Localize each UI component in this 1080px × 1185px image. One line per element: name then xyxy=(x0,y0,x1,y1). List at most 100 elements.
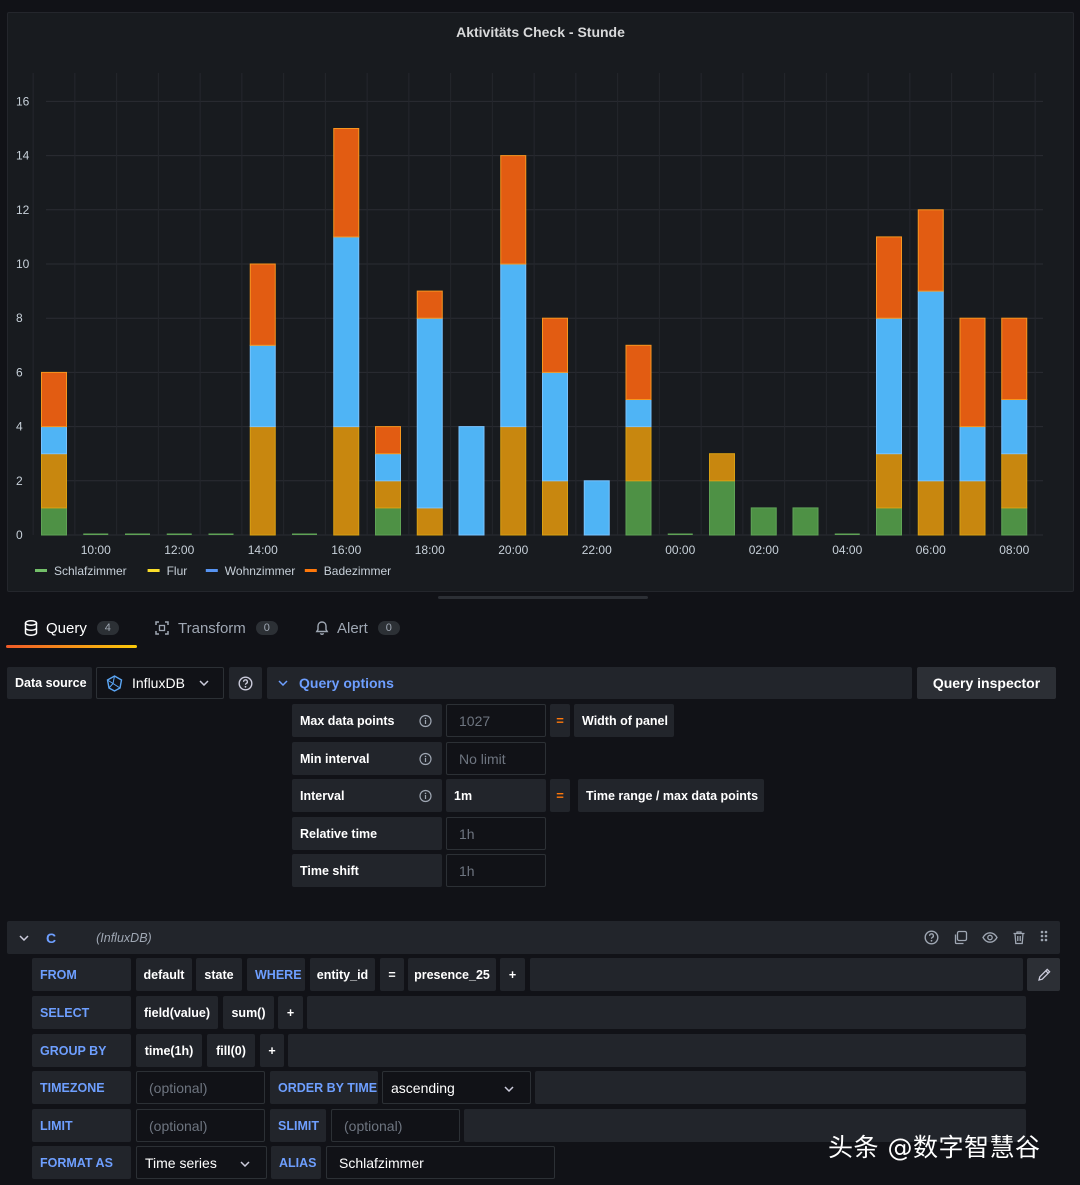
interval-text: Interval xyxy=(300,788,345,803)
bar-segment-wohnzimmer xyxy=(876,317,902,455)
y-tick-label: 10 xyxy=(16,257,30,271)
eye-icon[interactable] xyxy=(982,930,998,945)
format-as-select[interactable]: Time series xyxy=(136,1146,267,1179)
group-by-add-button[interactable]: + xyxy=(260,1034,284,1067)
legend-label: Badezimmer xyxy=(324,564,391,578)
watermark-text: 头条 @数字智慧谷 xyxy=(828,1133,1041,1162)
bar-segment-wohnzimmer xyxy=(249,344,276,428)
group-by-time-segment[interactable]: time(1h) xyxy=(136,1034,202,1067)
bar-segment-badezimmer xyxy=(625,344,652,400)
copy-icon[interactable] xyxy=(953,930,968,945)
bar-zero xyxy=(125,533,150,535)
query-inspector-button[interactable]: Query inspector xyxy=(917,667,1056,699)
bar-segment-schlafzimmer xyxy=(792,507,819,536)
relative-time-label: Relative time xyxy=(292,817,442,850)
group-by-row-filler xyxy=(288,1034,1026,1067)
datasource-picker[interactable]: InfluxDB xyxy=(96,667,224,699)
x-tick-label: 08:00 xyxy=(999,543,1029,557)
y-tick-label: 2 xyxy=(16,474,23,488)
query-options-toggle[interactable]: Query options xyxy=(267,667,912,699)
info-circle-icon[interactable] xyxy=(419,789,432,802)
query-ref-id[interactable]: C xyxy=(46,929,57,946)
alias-input[interactable]: Schlafzimmer xyxy=(326,1146,555,1179)
tab-alert[interactable]: Alert 0 xyxy=(315,606,400,650)
x-tick-label: 04:00 xyxy=(832,543,862,557)
bar-chart: 0 2 4 6 8 10 12 14 16 10:00 12:00 14:00 16:00 18:00 20… xyxy=(16,73,1043,578)
bar-segment-wohnzimmer xyxy=(375,453,401,482)
where-key-segment[interactable]: entity_id xyxy=(310,958,375,991)
bar-segment-flur xyxy=(375,480,401,509)
query-row-actions xyxy=(924,921,1048,954)
select-function-segment[interactable]: sum() xyxy=(223,996,274,1029)
bar-segment-flur xyxy=(416,507,443,536)
trash-icon[interactable] xyxy=(1012,930,1026,945)
bar-segment-wohnzimmer xyxy=(1001,399,1028,455)
tab-transform[interactable]: Transform 0 xyxy=(154,606,278,650)
interval-label: Interval xyxy=(292,779,442,812)
alias-keyword: ALIAS xyxy=(271,1146,321,1179)
x-tick-label: 10:00 xyxy=(81,543,111,557)
database-icon xyxy=(24,620,38,636)
x-tick-label: 00:00 xyxy=(665,543,695,557)
panel-resize-handle[interactable] xyxy=(438,596,648,599)
where-keyword: WHERE xyxy=(247,958,305,991)
bar-zero xyxy=(166,533,192,535)
influxdb-icon xyxy=(106,674,123,692)
from-measurement-segment[interactable]: state xyxy=(196,958,242,991)
pencil-icon xyxy=(1037,967,1051,981)
bar-zero xyxy=(208,533,234,535)
bar-segment-flur xyxy=(542,480,568,536)
min-interval-text: Min interval xyxy=(300,751,370,766)
legend-swatch xyxy=(304,569,317,572)
where-value-segment[interactable]: presence_25 xyxy=(408,958,496,991)
bar-segment-badezimmer xyxy=(917,209,944,292)
bar-segment-schlafzimmer xyxy=(375,507,401,536)
max-data-points-text: Max data points xyxy=(300,713,395,728)
max-data-points-hint: Width of panel xyxy=(574,704,674,737)
datasource-help-button[interactable] xyxy=(229,667,262,699)
relative-time-input[interactable]: 1h xyxy=(446,817,546,850)
panel-title[interactable]: Aktivitäts Check - Stunde xyxy=(456,24,625,40)
y-tick-label: 4 xyxy=(16,420,23,434)
bar-segment-badezimmer xyxy=(1001,317,1028,401)
from-keyword: FROM xyxy=(32,958,131,991)
bar-zero xyxy=(667,533,693,535)
drag-handle-icon[interactable] xyxy=(1040,930,1048,945)
info-circle-icon[interactable] xyxy=(419,714,432,727)
min-interval-input[interactable]: No limit xyxy=(446,742,546,775)
tab-alert-count: 0 xyxy=(377,621,400,635)
legend-label: Flur xyxy=(167,564,188,578)
time-shift-input[interactable]: 1h xyxy=(446,854,546,887)
question-circle-icon xyxy=(238,675,253,691)
from-policy-segment[interactable]: default xyxy=(136,958,192,991)
min-interval-label: Min interval xyxy=(292,742,442,775)
select-field-segment[interactable]: field(value) xyxy=(136,996,218,1029)
x-tick-label: 12:00 xyxy=(164,543,194,557)
slimit-input[interactable]: (optional) xyxy=(331,1109,460,1142)
help-icon[interactable] xyxy=(924,930,939,945)
interval-equals: = xyxy=(550,779,570,812)
bar-segment-schlafzimmer xyxy=(750,507,777,536)
x-tick-label: 06:00 xyxy=(916,543,946,557)
where-operator-segment[interactable]: = xyxy=(380,958,404,991)
info-circle-icon[interactable] xyxy=(419,752,432,765)
tab-query[interactable]: Query 4 xyxy=(24,606,119,650)
legend-label: Wohnzimmer xyxy=(225,564,295,578)
edit-raw-query-button[interactable] xyxy=(1027,958,1060,991)
slimit-keyword: SLIMIT xyxy=(270,1109,326,1142)
timezone-row-filler xyxy=(535,1071,1026,1104)
timezone-keyword: TIMEZONE xyxy=(32,1071,131,1104)
query-row-header[interactable]: C (InfluxDB) xyxy=(7,921,1060,954)
timezone-input[interactable]: (optional) xyxy=(136,1071,265,1104)
bar-segment-flur xyxy=(709,453,735,482)
select-add-button[interactable]: + xyxy=(278,996,303,1029)
chevron-down-icon[interactable] xyxy=(19,934,29,941)
order-by-time-select[interactable]: ascending xyxy=(382,1071,531,1104)
group-by-fill-segment[interactable]: fill(0) xyxy=(207,1034,255,1067)
limit-input[interactable]: (optional) xyxy=(136,1109,265,1142)
max-data-points-input[interactable]: 1027 xyxy=(446,704,546,737)
chevron-down-icon xyxy=(199,680,209,686)
where-add-button[interactable]: + xyxy=(500,958,525,991)
bell-icon xyxy=(315,621,329,635)
bar-segment-schlafzimmer xyxy=(41,507,67,536)
